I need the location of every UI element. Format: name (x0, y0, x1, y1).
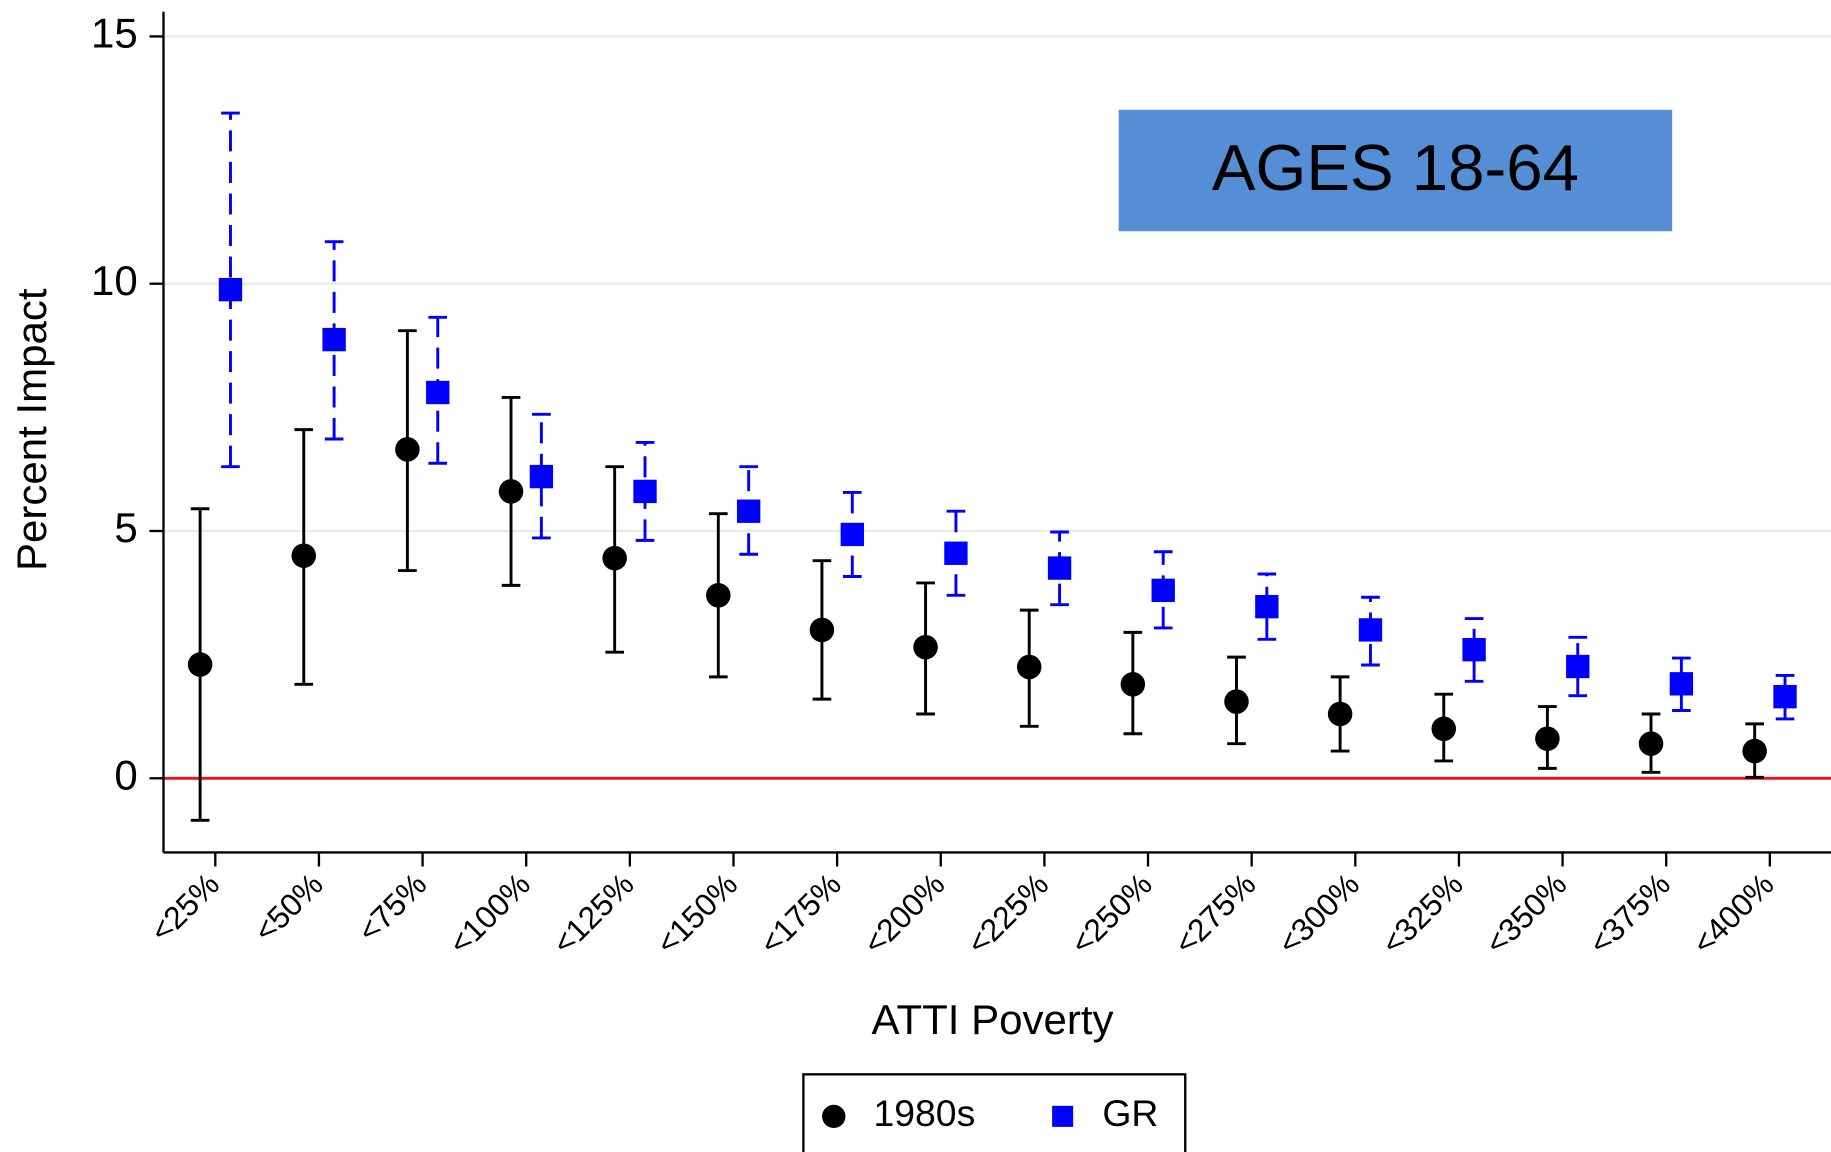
point (840, 522, 864, 547)
point (1638, 731, 1664, 756)
point (1431, 716, 1457, 742)
y-tick-label: 15 (91, 10, 138, 57)
point (1255, 594, 1279, 619)
x-tick-label: <350% (1478, 866, 1573, 961)
point (633, 479, 657, 504)
point (913, 634, 938, 660)
annotation-box (1118, 109, 1673, 232)
point (426, 380, 450, 405)
point (1462, 638, 1486, 662)
point (944, 541, 968, 565)
x-tick-label: <225% (960, 866, 1055, 961)
x-tick-label: <125% (545, 866, 640, 961)
point (498, 479, 524, 504)
point (1358, 618, 1383, 642)
legend-marker (822, 1104, 846, 1129)
x-tick-label: <275% (1167, 866, 1262, 961)
point (1151, 578, 1175, 603)
x-tick-label: <100% (442, 866, 537, 961)
x-tick-label: <50% (247, 866, 330, 949)
x-tick-label: <150% (649, 866, 744, 961)
point (322, 327, 346, 352)
y-tick-label: 5 (114, 504, 137, 551)
point (1566, 654, 1590, 679)
x-tick-label: <175% (752, 866, 847, 961)
x-tick-label: <300% (1271, 866, 1366, 961)
x-tick-label: <25% (143, 866, 226, 949)
y-tick-label: 0 (114, 751, 137, 798)
y-axis-title: Percent Impact (8, 288, 55, 571)
legend-box (802, 1073, 1187, 1152)
point (1224, 689, 1249, 714)
annotation: AGES 18-64 (1212, 131, 1579, 204)
point (1773, 684, 1797, 709)
point (291, 543, 317, 568)
x-axis-title: ATTI Poverty (872, 996, 1114, 1043)
point (1327, 701, 1353, 727)
legend-label: 1980s (873, 1092, 975, 1134)
point (1669, 672, 1694, 696)
point (1016, 654, 1042, 680)
point (187, 652, 213, 677)
point (1742, 738, 1767, 764)
legend-marker (1052, 1105, 1074, 1127)
x-tick-label: <75% (350, 866, 433, 949)
point (529, 464, 554, 489)
x-tick-label: <400% (1685, 866, 1780, 961)
legend-label: GR (1102, 1092, 1158, 1134)
point (218, 277, 243, 302)
point (736, 499, 761, 523)
point (706, 583, 731, 608)
point (1120, 672, 1146, 697)
point (395, 437, 420, 462)
x-tick-label: <375% (1582, 866, 1677, 961)
point (809, 617, 835, 643)
x-tick-label: <200% (856, 866, 951, 961)
y-tick-label: 10 (91, 257, 138, 304)
point (602, 545, 627, 571)
point (1535, 726, 1560, 751)
x-tick-label: <325% (1374, 866, 1469, 961)
x-tick-label: <250% (1063, 866, 1158, 961)
point (1047, 556, 1072, 580)
